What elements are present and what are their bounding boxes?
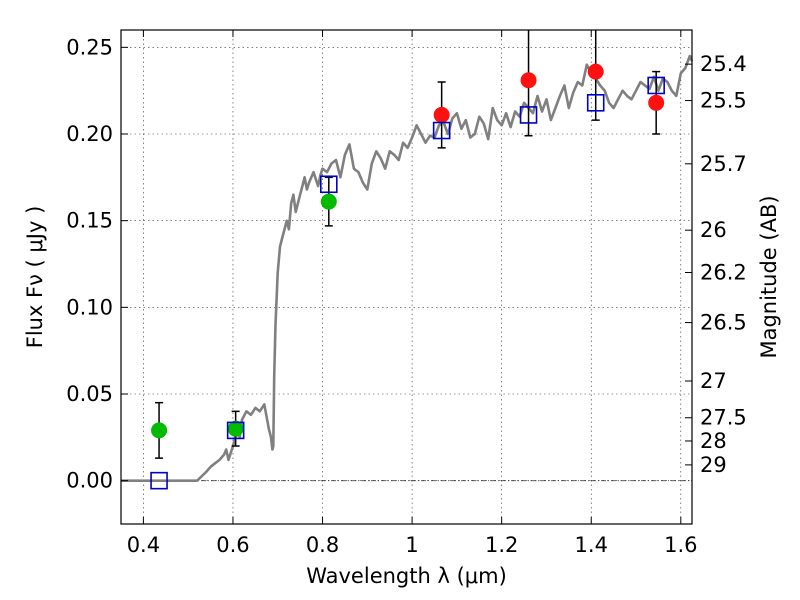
mag-tick-label: 25.5 xyxy=(700,89,747,113)
x-tick-label: 0.4 xyxy=(127,533,160,557)
model-square xyxy=(519,106,538,124)
x-tick-label: 0.8 xyxy=(306,533,339,557)
x-tick-label: 1.2 xyxy=(485,533,518,557)
green-point xyxy=(320,193,337,210)
mag-tick-label: 25.7 xyxy=(700,152,747,176)
green-point xyxy=(227,420,244,437)
mag-tick-label: 27 xyxy=(700,369,727,393)
red-point xyxy=(648,94,665,111)
y2-axis-label: Magnitude (AB) xyxy=(757,195,781,358)
plot-area xyxy=(121,30,694,490)
y-tick-label: 0.20 xyxy=(66,122,113,146)
x-tick-label: 1.6 xyxy=(664,533,697,557)
y-tick-label: 0.25 xyxy=(66,35,113,59)
mag-tick-label: 29 xyxy=(700,453,727,477)
plot-frame xyxy=(120,29,693,525)
x-tick-label: 0.6 xyxy=(216,533,249,557)
model-square xyxy=(319,175,338,194)
model-square xyxy=(226,421,245,440)
grid xyxy=(121,30,692,524)
y-tick-label: 0.00 xyxy=(66,469,113,493)
model-square xyxy=(432,121,451,140)
red-point xyxy=(520,72,537,89)
mag-tick-label: 28 xyxy=(700,429,727,453)
mag-tick-label: 25.4 xyxy=(700,52,747,76)
mag-tick-label: 26.2 xyxy=(700,260,747,284)
mag-tick-label: 26.5 xyxy=(700,311,747,335)
x-axis-label: Wavelength λ (μm) xyxy=(306,564,507,588)
y-tick-label: 0.05 xyxy=(66,382,113,406)
green-point xyxy=(151,422,168,439)
y-axis-label: Flux Fν ( μJy ) xyxy=(23,206,47,349)
x-tick-label: 1 xyxy=(405,533,418,557)
sed-curve xyxy=(121,54,694,482)
x-tick-label: 1.4 xyxy=(575,533,608,557)
mag-tick-label: 27.5 xyxy=(700,406,747,430)
y-tick-label: 0.10 xyxy=(66,295,113,319)
model-square xyxy=(647,76,665,95)
red-point xyxy=(433,106,450,123)
y-tick-label: 0.15 xyxy=(66,209,113,233)
model-square xyxy=(150,471,168,490)
model-square xyxy=(586,94,605,112)
mag-tick-label: 26 xyxy=(700,218,727,242)
axis-ticks: 0.4 0.6 0.8 1 1.2 1.4 1.6 0.00 0.05 0.10 0.15 0.20 0… xyxy=(66,30,747,557)
red-point xyxy=(587,63,604,80)
